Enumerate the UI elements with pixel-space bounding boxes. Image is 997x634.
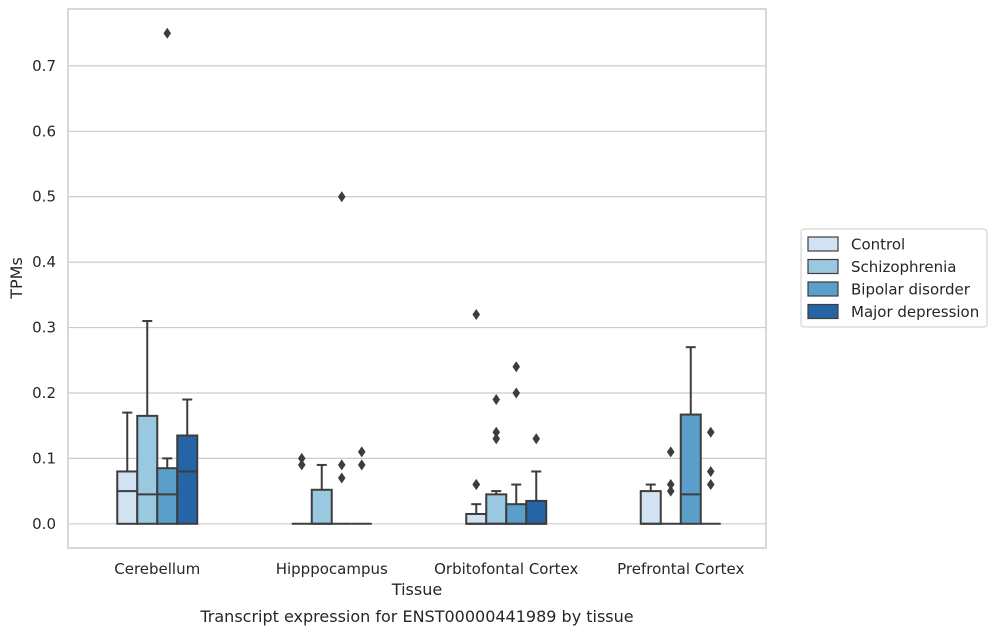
box-rect [156,467,179,525]
box-rect [136,414,159,525]
y-tick-label: 0.6 [32,122,56,140]
box-control-cerebellum [116,411,139,525]
outlier-point [532,433,541,445]
y-tick-label: 0.3 [32,319,56,337]
box-bipolar-disorder-prefrontal-cortex [679,346,702,525]
x-tick-label: Cerebellum [114,560,200,578]
x-tick-label: Hipppocampus [276,560,388,578]
box-rect [525,499,548,525]
box-rect [485,493,508,525]
plot-area [67,8,767,549]
outlier-point [472,308,481,320]
outlier-point [492,394,501,406]
x-tick-label: Prefrontal Cortex [617,560,744,578]
outlier-point [337,459,346,471]
box-rect [679,413,702,525]
outlier-point [357,459,366,471]
legend-swatch-schizophrenia [807,258,839,275]
outlier-point [357,446,366,458]
y-tick-label: 0.7 [32,57,56,75]
box-rect [116,470,139,525]
legend-label-bipolar-disorder: Bipolar disorder [851,281,971,299]
legend-swatch-bipolar-disorder [807,281,839,297]
outlier-point [512,387,521,399]
legend-swatch-control [807,236,839,252]
box-rect [505,503,528,525]
outliers-control-hipppocampus [297,452,306,471]
y-tick-label: 0.4 [32,253,56,271]
box-control-orbitofontal-cortex [465,308,488,525]
box-major-depression-hipppocampus [351,446,372,525]
box-rect [639,490,662,525]
box-major-depression-orbitofontal-cortex [525,433,548,525]
y-axis-ticks: 0.0 0.1 0.2 0.3 0.4 0.5 0.6 0.7 [32,57,56,533]
y-tick-label: 0.1 [32,449,56,467]
outlier-point [666,485,675,497]
box-control-prefrontal-cortex [639,483,662,525]
outlier-point [163,27,172,39]
x-tick-label: Orbitofontal Cortex [434,560,578,578]
box-bipolar-disorder-hipppocampus [331,191,352,525]
legend-label-major-depression: Major depression [851,303,979,321]
outlier-point [472,479,481,491]
boxes-layer [116,27,721,525]
outlier-point [492,426,501,438]
outlier-point [512,361,521,373]
outlier-point [297,452,306,464]
outlier-point [666,446,675,458]
outlier-point [337,472,346,484]
x-axis-label: Tissue [391,580,442,599]
legend: Control Schizophrenia Bipolar disorder Majo… [800,228,988,328]
box-rect [176,434,199,525]
box-schizophrenia-prefrontal-cortex [660,446,681,525]
outlier-point [706,479,715,491]
y-axis-label: TPMs [7,257,26,300]
chart-caption: Transcript expression for ENST0000044198… [199,607,633,626]
y-tick-label: 0.0 [32,515,56,533]
box-bipolar-disorder-orbitofontal-cortex [505,361,528,525]
outlier-point [666,479,675,491]
legend-frame [800,228,988,328]
legend-swatch-major-depression [807,303,839,320]
box-major-depression-prefrontal-cortex [700,426,721,525]
outlier-point [706,426,715,438]
outlier-point [337,191,346,203]
legend-label-control: Control [851,236,905,254]
box-rect [310,488,333,525]
outlier-point [297,459,306,471]
x-axis-ticks: Cerebellum Hipppocampus Orbitofontal Corte… [114,560,744,578]
y-tick-label: 0.2 [32,384,56,402]
outlier-point [706,465,715,477]
legend-label-schizophrenia: Schizophrenia [851,258,956,276]
box-schizophrenia-hipppocampus [310,463,333,525]
box-rect [465,512,488,525]
outlier-point [492,433,501,445]
box-major-depression-cerebellum [176,398,199,525]
y-tick-label: 0.5 [32,188,56,206]
